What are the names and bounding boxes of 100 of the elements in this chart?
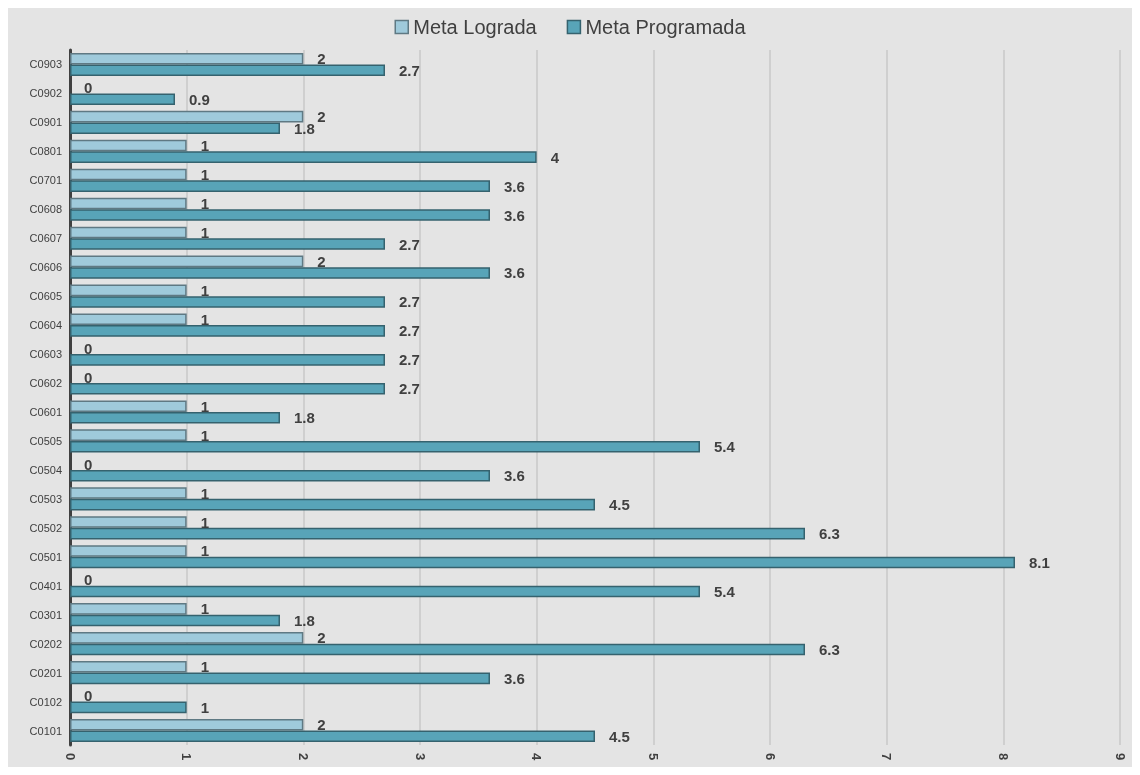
y-tick-label: C0101 — [29, 724, 62, 737]
bar — [70, 603, 187, 615]
bar — [70, 284, 187, 297]
bar — [70, 516, 187, 528]
data-label: 1 — [200, 137, 210, 155]
y-tick-label: C0401 — [29, 579, 62, 592]
data-label: 2.7 — [399, 380, 420, 398]
bar — [70, 325, 385, 337]
data-label: 0 — [84, 79, 93, 97]
data-label: 1 — [200, 426, 210, 444]
bar — [70, 180, 490, 192]
data-label: 1 — [200, 397, 210, 415]
data-label: 2 — [317, 50, 326, 68]
y-tick-label: C0801 — [29, 145, 62, 158]
bar — [70, 614, 280, 627]
bar — [70, 498, 595, 511]
data-label: 4.5 — [609, 727, 630, 745]
bar — [70, 354, 385, 366]
x-tick-label: 8 — [995, 753, 1011, 761]
x-tick-label: 3 — [412, 753, 428, 761]
data-label: 2.7 — [399, 293, 420, 311]
data-label: 2.7 — [399, 351, 420, 369]
data-label: 1 — [200, 542, 210, 560]
bar — [70, 400, 187, 412]
data-label: 2 — [317, 716, 326, 734]
bar — [70, 255, 304, 268]
data-label: 3.6 — [504, 264, 525, 282]
y-tick-label: C0604 — [29, 319, 62, 332]
bar — [70, 718, 304, 731]
bar — [70, 209, 490, 221]
y-tick-label: C0901 — [29, 116, 62, 129]
data-label: 3.6 — [504, 669, 525, 687]
bar — [70, 556, 1015, 569]
data-label: 6.3 — [819, 640, 840, 658]
data-label: 8.1 — [1029, 554, 1050, 572]
y-tick-label: C0505 — [29, 434, 62, 447]
data-label: 5.4 — [714, 438, 736, 456]
data-label: 1 — [200, 194, 210, 212]
bar — [70, 585, 700, 598]
bar — [70, 469, 490, 482]
data-label: 1.8 — [294, 119, 315, 137]
y-tick-label: C0201 — [29, 666, 62, 679]
data-label: 3.6 — [504, 467, 525, 485]
bar — [70, 110, 304, 123]
data-label: 1 — [200, 698, 210, 716]
data-label: 0 — [84, 455, 93, 473]
x-tick-label: 0 — [62, 753, 78, 761]
bar — [70, 701, 187, 714]
bar — [70, 197, 187, 210]
data-label: 1 — [200, 484, 210, 502]
bar — [70, 64, 385, 77]
bar — [70, 226, 187, 239]
data-label: 3.6 — [504, 177, 525, 195]
legend-label: Meta Lograda — [413, 16, 538, 38]
bar — [70, 122, 280, 134]
y-tick-label: C0903 — [29, 58, 62, 71]
data-label: 4 — [550, 148, 560, 166]
legend-label: Meta Programada — [585, 16, 747, 38]
bar — [70, 52, 304, 65]
y-tick-label: C0601 — [29, 405, 62, 418]
bar — [70, 313, 187, 326]
y-tick-label: C0503 — [29, 492, 62, 505]
bar — [70, 429, 187, 441]
data-label: 1 — [200, 166, 210, 184]
data-label: 2 — [317, 108, 326, 126]
bar — [70, 267, 490, 279]
y-tick-label: C0607 — [29, 232, 62, 245]
y-tick-label: C0504 — [29, 463, 62, 476]
y-tick-label: C0603 — [29, 348, 62, 361]
data-label: 1 — [200, 281, 210, 299]
bar — [70, 661, 187, 673]
y-tick-label: C0202 — [29, 637, 62, 650]
y-tick-label: C0608 — [29, 203, 62, 216]
data-label: 5.4 — [714, 583, 736, 601]
y-tick-label: C0502 — [29, 521, 62, 534]
bar — [70, 411, 280, 424]
data-label: 2.7 — [399, 235, 420, 253]
data-label: 2.7 — [399, 61, 420, 79]
bar — [70, 643, 805, 656]
bar — [70, 487, 187, 499]
data-label: 0 — [84, 368, 93, 386]
data-label: 1 — [200, 513, 210, 531]
x-tick-label: 6 — [762, 753, 778, 761]
data-label: 2.7 — [399, 322, 420, 340]
data-label: 0 — [84, 571, 93, 589]
data-label: 2 — [317, 629, 326, 647]
data-label: 2 — [317, 252, 326, 270]
data-label: 1.8 — [294, 409, 315, 427]
bar — [70, 440, 700, 453]
x-tick-label: 4 — [529, 753, 545, 761]
data-label: 1.8 — [294, 611, 315, 629]
bar — [70, 93, 175, 106]
y-tick-label: C0902 — [29, 87, 62, 100]
data-label: 0 — [84, 339, 93, 357]
x-tick-label: 7 — [879, 753, 895, 761]
bar — [70, 730, 595, 743]
y-tick-label: C0102 — [29, 695, 62, 708]
y-tick-label: C0605 — [29, 290, 62, 303]
y-tick-label: C0701 — [29, 174, 62, 187]
bar — [70, 672, 490, 685]
